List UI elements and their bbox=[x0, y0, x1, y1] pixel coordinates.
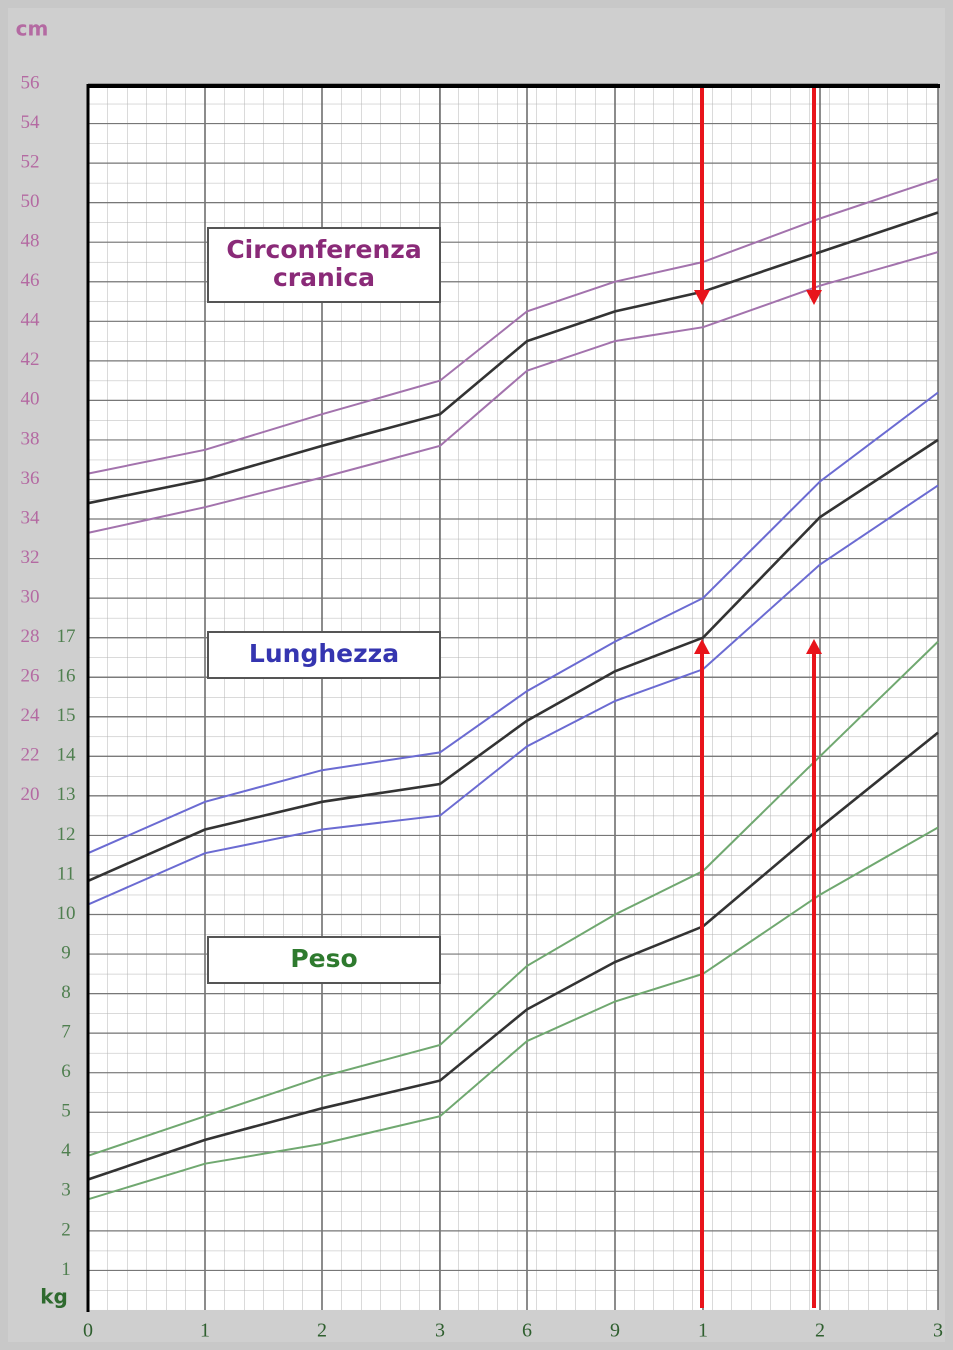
series-line bbox=[87, 484, 939, 906]
y2-tick-label: 16 bbox=[57, 666, 76, 687]
x-tick-label: 2 bbox=[815, 1320, 825, 1342]
x-tick-label: 1 bbox=[200, 1320, 210, 1342]
y2-tick-label: 10 bbox=[57, 903, 76, 924]
y2-tick-label: 9 bbox=[61, 942, 71, 963]
y-tick-label: 48 bbox=[21, 231, 40, 252]
series-line bbox=[87, 211, 939, 505]
annotation-text: Peso bbox=[290, 944, 357, 973]
y-tick-label: 24 bbox=[21, 705, 41, 726]
series-line bbox=[87, 731, 939, 1181]
y2-tick-label: 5 bbox=[61, 1101, 71, 1122]
series-line bbox=[87, 826, 939, 1201]
annotation-box bbox=[207, 936, 441, 984]
y2-tick-label: 12 bbox=[57, 824, 76, 845]
x-tick-label: 3 bbox=[435, 1320, 445, 1342]
y2-tick-label: 3 bbox=[61, 1180, 71, 1201]
y2-tick-label: 7 bbox=[61, 1022, 71, 1043]
series-line bbox=[87, 391, 939, 855]
y-tick-label: 46 bbox=[21, 270, 40, 291]
y2-tick-label: 6 bbox=[61, 1061, 71, 1082]
annotation-text: Circonferenza bbox=[226, 235, 421, 264]
arrow-head bbox=[806, 639, 822, 654]
x-tick-label: 2 bbox=[317, 1320, 327, 1342]
y-tick-label: 20 bbox=[21, 784, 40, 805]
y-tick-label: 40 bbox=[21, 389, 40, 410]
y-tick-label: 22 bbox=[21, 745, 40, 766]
arrows bbox=[694, 88, 822, 1308]
x-tick-label: 3 bbox=[933, 1320, 943, 1342]
y-tick-label: 44 bbox=[21, 310, 41, 331]
y-tick-label: 34 bbox=[21, 507, 41, 528]
arrow-head bbox=[694, 290, 710, 305]
y-tick-label: 28 bbox=[21, 626, 40, 647]
series-line bbox=[87, 640, 939, 1157]
lines bbox=[87, 177, 939, 1201]
y2-tick-label: 2 bbox=[61, 1219, 71, 1240]
y-tick-label: 42 bbox=[21, 349, 40, 370]
y-tick-label: 52 bbox=[21, 151, 40, 172]
y-tick-label: 50 bbox=[21, 191, 40, 212]
annotation-box bbox=[207, 631, 441, 679]
y2-tick-label: 13 bbox=[57, 784, 76, 805]
annotation-text: Lunghezza bbox=[249, 639, 399, 668]
x-tick-label: 0 bbox=[83, 1320, 93, 1342]
y2-tick-label: 15 bbox=[57, 705, 76, 726]
annotation-text: cranica bbox=[273, 263, 375, 292]
y2-unit: kg bbox=[40, 1285, 68, 1309]
y2-tick-label: 8 bbox=[61, 982, 71, 1003]
labels: 0 1 2 3 6 9 1 2 32022242628303234363840424446485… bbox=[21, 72, 944, 1341]
y2-tick-label: 11 bbox=[57, 863, 75, 884]
series-line bbox=[87, 251, 939, 534]
y2-tick-label: 1 bbox=[61, 1259, 71, 1280]
y-tick-label: 30 bbox=[21, 586, 40, 607]
y2-tick-label: 17 bbox=[57, 626, 76, 647]
y-tick-label: 38 bbox=[21, 428, 40, 449]
y-unit: cm bbox=[16, 17, 49, 41]
y-tick-label: 56 bbox=[21, 72, 40, 93]
y2-tick-label: 14 bbox=[57, 745, 77, 766]
series-line bbox=[87, 177, 939, 475]
y-tick-label: 36 bbox=[21, 468, 40, 489]
annotation-box bbox=[207, 227, 441, 303]
y-tick-label: 54 bbox=[21, 112, 41, 133]
series-line bbox=[87, 438, 939, 883]
arrow-head bbox=[694, 639, 710, 654]
y2-tick-label: 4 bbox=[61, 1140, 71, 1161]
x-tick-label: 1 bbox=[698, 1320, 708, 1342]
x-tick-label: 9 bbox=[610, 1320, 620, 1342]
y-tick-label: 26 bbox=[21, 666, 40, 687]
x-tick-label: 6 bbox=[522, 1320, 532, 1342]
arrow-head bbox=[806, 290, 822, 305]
y-tick-label: 32 bbox=[21, 547, 40, 568]
